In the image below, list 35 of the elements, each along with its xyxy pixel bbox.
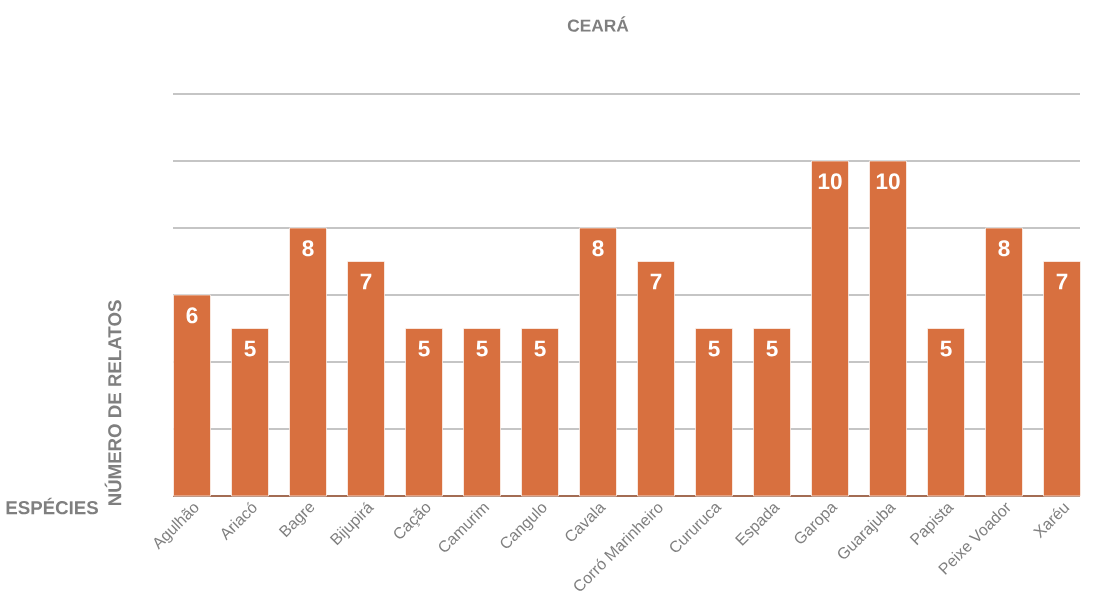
chart-title: CEARÁ <box>567 16 629 32</box>
data-label: 8 <box>998 240 1010 257</box>
bar <box>347 261 385 497</box>
data-label: 10 <box>818 173 842 190</box>
data-label: 7 <box>650 273 662 290</box>
data-label: 7 <box>360 273 372 290</box>
data-label: 10 <box>876 173 900 190</box>
data-label: 8 <box>302 240 314 257</box>
data-label: 7 <box>1056 273 1068 290</box>
bar <box>927 328 965 497</box>
data-label: 6 <box>186 307 198 324</box>
data-label: 8 <box>592 240 604 257</box>
bar <box>695 328 733 497</box>
bar <box>985 227 1023 497</box>
bar <box>289 227 327 497</box>
data-label: 5 <box>940 340 952 357</box>
bar <box>753 328 791 497</box>
data-label: 5 <box>476 340 488 357</box>
bar <box>811 160 849 497</box>
bar <box>1043 261 1081 497</box>
data-label: 5 <box>244 340 256 357</box>
data-label: 5 <box>418 340 430 357</box>
data-label: 5 <box>766 340 778 357</box>
bar <box>521 328 559 497</box>
data-label: 5 <box>708 340 720 357</box>
x-axis-title: ESPÉCIES <box>6 497 98 515</box>
bar <box>637 261 675 497</box>
bar <box>579 227 617 497</box>
bar <box>173 294 211 497</box>
bar <box>869 160 907 497</box>
bar <box>463 328 501 497</box>
y-axis-title: NÚMERO DE RELATOS <box>104 300 122 506</box>
bar <box>231 328 269 497</box>
bar <box>405 328 443 497</box>
data-label: 5 <box>534 340 546 357</box>
